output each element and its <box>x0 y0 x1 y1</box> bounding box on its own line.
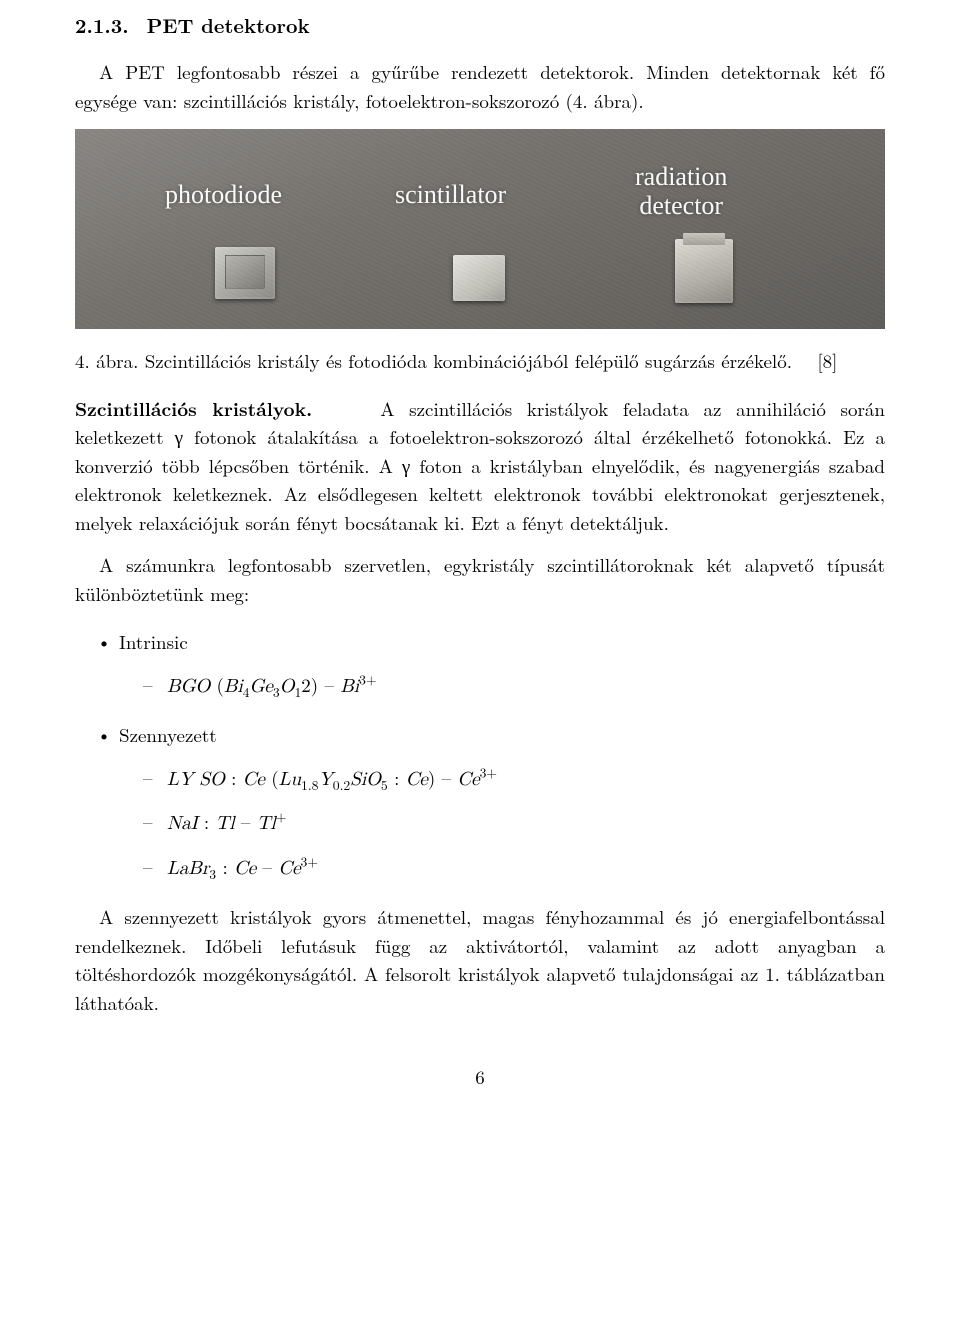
intro-paragraph: A PET legfontosabb részei a gyűrűbe rend… <box>75 58 885 115</box>
figure-photo: photodiode scintillator radiation detect… <box>75 129 885 329</box>
section-title: PET detektorok <box>147 10 310 39</box>
photo-label-line2: detector <box>639 191 723 220</box>
caption-ref: [8] <box>817 347 837 374</box>
list-item-bgo: BGO (Bi4Ge3O12) – Bi3+ <box>167 671 885 702</box>
figure-caption: 4. ábra. Szcintillációs kristály és foto… <box>75 347 885 376</box>
run-in-heading: Szcintillációs kristályok. <box>75 394 312 422</box>
list-item-nai: NaI : Tl – Tl+ <box>167 808 885 839</box>
szennyezett-label: Szennyezett <box>119 721 217 748</box>
section-number: 2.1.3. <box>75 10 129 39</box>
page-number: 6 <box>75 1063 885 1092</box>
section-heading: 2.1.3. PET detektorok <box>75 10 885 40</box>
intrinsic-label: Intrinsic <box>119 628 188 655</box>
intrinsic-sublist: BGO (Bi4Ge3O12) – Bi3+ <box>119 671 885 702</box>
caption-text: Szcintillációs kristály és fotodióda kom… <box>145 347 792 374</box>
paragraph-2: A számunkra legfontosabb szervetlen, egy… <box>75 551 885 608</box>
photo-component-detector <box>675 239 733 303</box>
photo-label-radiation-detector: radiation detector <box>635 163 727 220</box>
list-item-szennyezett: Szennyezett LY SO : Ce (Lu1.8Y0.2SiO5 : … <box>119 721 885 883</box>
list-item-labr: LaBr3 : Ce – Ce3+ <box>167 853 885 884</box>
crystal-type-list: Intrinsic BGO (Bi4Ge3O12) – Bi3+ Szennye… <box>75 628 885 883</box>
list-item-intrinsic: Intrinsic BGO (Bi4Ge3O12) – Bi3+ <box>119 628 885 701</box>
caption-prefix: 4. ábra. <box>75 347 138 374</box>
figure-4: photodiode scintillator radiation detect… <box>75 129 885 376</box>
paragraph-scint-crystals: Szcintillációs kristályok. A szcintillác… <box>75 394 885 538</box>
photo-label-scintillator: scintillator <box>395 181 506 210</box>
list-item-lyso: LY SO : Ce (Lu1.8Y0.2SiO5 : Ce) – Ce3+ <box>167 764 885 795</box>
photo-component-scintillator <box>453 255 505 301</box>
photo-label-line1: radiation <box>635 162 727 191</box>
szennyezett-sublist: LY SO : Ce (Lu1.8Y0.2SiO5 : Ce) – Ce3+ N… <box>119 764 885 884</box>
photo-label-photodiode: photodiode <box>165 181 282 210</box>
photo-component-photodiode <box>215 247 275 299</box>
paragraph-3: A szennyezett kristályok gyors átmenette… <box>75 903 885 1017</box>
